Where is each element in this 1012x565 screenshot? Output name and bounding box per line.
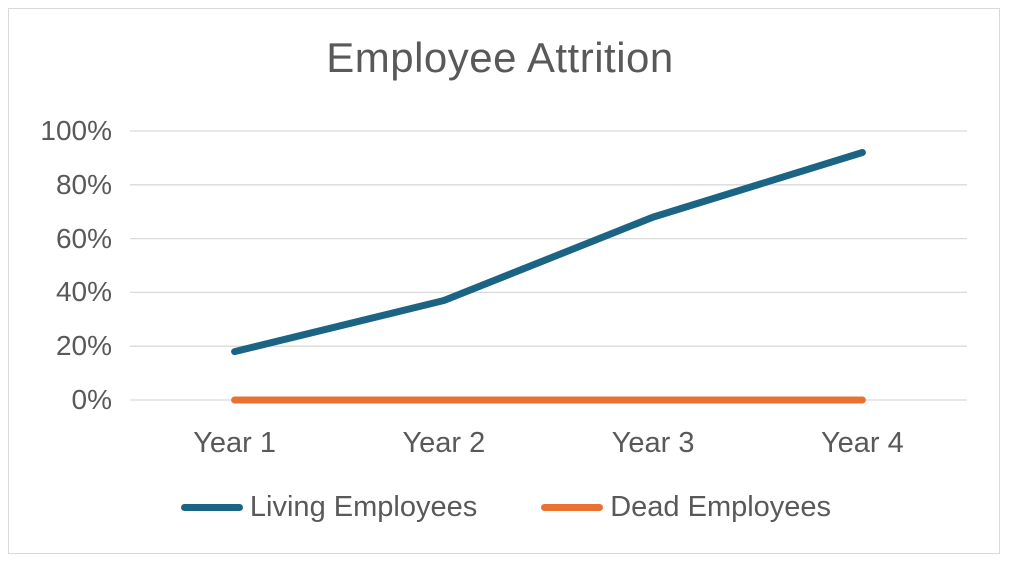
legend-item-living-employees: Living Employees <box>180 491 478 524</box>
x-axis-label: Year 1 <box>193 427 277 459</box>
x-axis-label: Year 4 <box>820 427 904 459</box>
y-axis-label: 20% <box>55 330 112 362</box>
chart-border <box>8 8 1000 554</box>
y-axis-label: 100% <box>40 115 112 146</box>
y-axis-label: 60% <box>55 222 112 254</box>
legend-label: Dead Employees <box>610 491 832 523</box>
legend-label: Living Employees <box>249 491 478 523</box>
legend-line-swatch-living <box>180 504 243 511</box>
legend-item-dead-employees: Dead Employees <box>541 491 831 524</box>
chart-title: Employee Attrition <box>326 34 674 81</box>
x-axis-label: Year 3 <box>611 427 695 459</box>
y-axis-label: 80% <box>55 168 112 200</box>
y-axis-label: 40% <box>55 276 112 308</box>
chart-legend: Living Employees Dead Employees <box>0 491 1012 524</box>
x-axis-label: Year 2 <box>402 427 486 459</box>
legend-line-swatch-dead <box>541 504 604 511</box>
y-axis-label: 0% <box>71 384 112 415</box>
series-line-0 <box>231 149 866 356</box>
